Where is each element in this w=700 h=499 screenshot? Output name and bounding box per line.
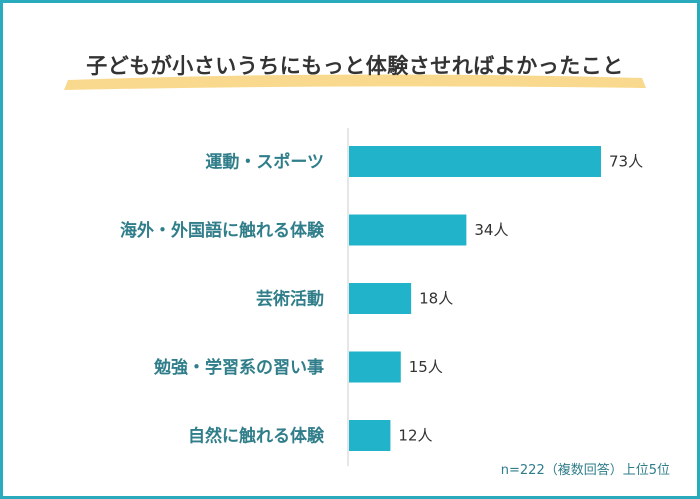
value-label-3: 15人 (409, 358, 443, 376)
value-label-0: 73人 (609, 153, 643, 171)
category-label-0: 運動・スポーツ (205, 152, 324, 173)
bar-2 (349, 283, 412, 314)
bar-1 (349, 214, 467, 246)
title-highlight (64, 74, 646, 90)
chart-title: 子どもが小さいうちにもっと体験させればよかったこと (86, 54, 624, 78)
sample-note: n=222（複数回答）上位5位 (500, 463, 670, 478)
category-label-4: 自然に触れる体験 (188, 426, 325, 447)
value-label-2: 18人 (419, 290, 453, 308)
title-area: 子どもが小さいうちにもっと体験させればよかったこと (60, 40, 650, 92)
value-label-4: 12人 (398, 427, 432, 445)
category-label-2: 芸術活動 (256, 289, 324, 310)
bar-0 (349, 146, 601, 177)
bar-3 (349, 351, 401, 383)
category-label-1: 海外・外国語に触れる体験 (120, 220, 325, 241)
bar-4 (349, 420, 391, 451)
value-label-1: 34人 (474, 221, 508, 239)
category-label-3: 勉強・学習系の習い事 (153, 357, 324, 378)
